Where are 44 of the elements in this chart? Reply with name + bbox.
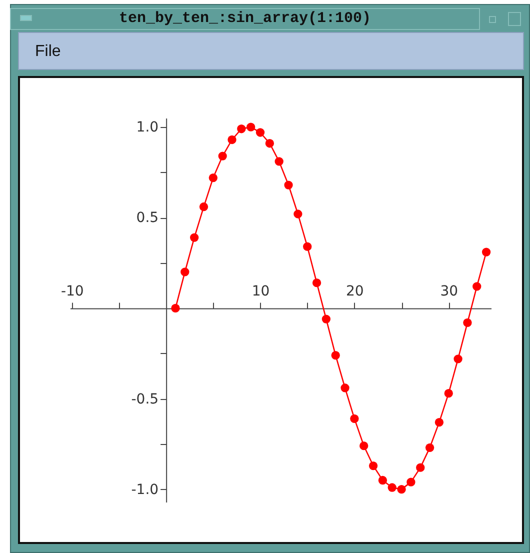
point — [237, 124, 246, 134]
point — [406, 478, 416, 486]
chart-title: ten_by_ten_:sin_array(1:100) — [10, 8, 480, 30]
point — [180, 268, 190, 276]
point — [246, 122, 256, 132]
y-tick-label: 1.0 — [136, 120, 159, 136]
point — [171, 304, 180, 313]
point — [360, 442, 368, 450]
point — [434, 418, 444, 427]
x-tick-label: -10 — [60, 284, 84, 300]
point — [463, 318, 472, 327]
y-tick-label: 0.5 — [136, 210, 159, 226]
y-tick-label: -1.0 — [131, 482, 159, 498]
point — [256, 128, 265, 137]
point — [454, 354, 462, 364]
point — [397, 485, 406, 494]
point — [218, 152, 227, 160]
point — [228, 135, 236, 144]
point — [368, 461, 378, 470]
x-tick-label: 10 — [252, 284, 270, 300]
point — [265, 139, 274, 148]
point — [425, 443, 434, 452]
point — [340, 384, 350, 392]
point — [416, 463, 425, 472]
point — [303, 242, 312, 251]
point — [378, 476, 388, 485]
point — [331, 350, 340, 360]
text: File — [35, 43, 61, 61]
point — [294, 210, 302, 218]
point — [472, 282, 482, 291]
point — [322, 314, 331, 324]
point — [190, 233, 199, 242]
point — [388, 483, 396, 492]
point — [199, 202, 208, 212]
point — [208, 173, 218, 182]
x-tick-label: 20 — [346, 284, 364, 300]
point — [350, 414, 359, 423]
point — [274, 157, 284, 166]
point — [444, 389, 453, 398]
point — [312, 278, 322, 288]
point — [482, 248, 491, 256]
x-tick-label: 30 — [440, 284, 458, 300]
y-tick-label: -0.5 — [131, 391, 159, 408]
point — [284, 180, 293, 190]
